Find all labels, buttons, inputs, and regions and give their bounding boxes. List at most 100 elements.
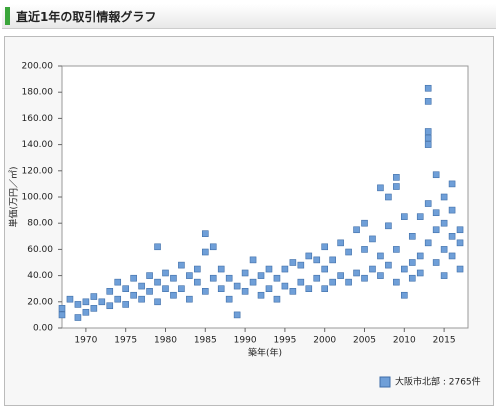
point xyxy=(217,285,225,293)
point xyxy=(114,295,122,303)
y-axis-label: 単価(万円／㎡) xyxy=(8,166,20,227)
x-tick-label: 1980 xyxy=(154,336,177,346)
y-tick-label: 0.00 xyxy=(33,324,53,334)
header: 直近1年の取引情報グラフ xyxy=(2,4,496,29)
point xyxy=(408,259,416,266)
header-title: 直近1年の取引情報グラフ xyxy=(16,10,157,24)
point xyxy=(289,259,297,266)
x-tick-label: 2010 xyxy=(393,336,416,346)
point xyxy=(408,233,416,240)
point xyxy=(170,274,177,282)
point xyxy=(337,239,344,247)
point xyxy=(432,259,440,266)
point xyxy=(305,285,313,293)
point xyxy=(369,265,376,273)
point xyxy=(74,301,82,308)
x-tick-label: 2005 xyxy=(353,336,376,346)
point xyxy=(122,285,129,293)
point xyxy=(194,278,201,286)
point xyxy=(138,282,145,290)
point xyxy=(321,243,329,251)
point xyxy=(393,174,400,181)
point xyxy=(329,256,336,264)
point xyxy=(440,193,448,201)
point xyxy=(233,282,241,290)
point xyxy=(416,269,424,277)
point xyxy=(297,278,305,286)
point xyxy=(209,243,217,251)
point xyxy=(448,252,456,260)
x-tick-label: 2000 xyxy=(313,336,336,346)
point xyxy=(201,230,209,237)
point xyxy=(130,274,137,282)
x-tick-label: 1975 xyxy=(114,336,137,346)
point xyxy=(440,246,448,253)
x-tick-label: 1995 xyxy=(273,336,296,346)
point xyxy=(114,278,122,286)
x-tick-label: 2015 xyxy=(433,336,456,346)
point xyxy=(241,288,249,295)
point xyxy=(424,84,432,92)
point xyxy=(265,265,273,273)
point xyxy=(401,291,408,299)
point xyxy=(257,291,265,299)
point xyxy=(217,265,225,273)
y-tick-label: 120.00 xyxy=(22,166,54,176)
x-axis-label: 築年(年) xyxy=(248,347,282,359)
point xyxy=(393,278,400,286)
point xyxy=(249,256,257,264)
point xyxy=(281,265,289,273)
point xyxy=(385,193,392,201)
point xyxy=(353,226,360,234)
point xyxy=(385,222,392,230)
point xyxy=(98,298,106,306)
point xyxy=(82,308,90,316)
point xyxy=(138,295,145,303)
point xyxy=(424,134,432,142)
point xyxy=(194,265,201,273)
point xyxy=(432,171,440,179)
point xyxy=(377,184,384,192)
point xyxy=(257,272,265,279)
point xyxy=(162,285,169,293)
point xyxy=(162,269,169,277)
point xyxy=(313,274,321,282)
legend-swatch xyxy=(379,376,391,388)
point xyxy=(345,278,352,286)
point xyxy=(297,261,305,269)
y-tick-label: 200.00 xyxy=(22,62,54,72)
y-tick-label: 40.00 xyxy=(27,271,53,281)
x-tick-label: 1990 xyxy=(234,336,257,346)
point xyxy=(154,243,161,251)
point xyxy=(345,248,352,256)
point xyxy=(225,274,233,282)
point xyxy=(353,269,360,277)
point xyxy=(82,298,90,306)
point xyxy=(154,278,161,286)
point xyxy=(186,272,193,279)
point xyxy=(273,295,281,303)
point xyxy=(424,239,432,247)
point xyxy=(90,305,98,312)
point xyxy=(146,272,153,279)
point xyxy=(377,272,384,279)
y-tick-label: 60.00 xyxy=(27,245,53,255)
point xyxy=(440,219,448,227)
header-marker xyxy=(5,7,10,25)
y-tick-label: 100.00 xyxy=(22,193,54,203)
point xyxy=(456,226,464,234)
y-tick-label: 180.00 xyxy=(22,88,54,98)
point xyxy=(432,209,440,217)
point xyxy=(74,314,82,321)
point xyxy=(416,213,424,220)
y-tick-label: 140.00 xyxy=(22,140,54,150)
point xyxy=(401,213,408,220)
point xyxy=(241,269,249,277)
point xyxy=(233,311,241,319)
point xyxy=(424,98,432,105)
point xyxy=(424,141,432,148)
point xyxy=(440,272,448,279)
point xyxy=(361,219,368,227)
point xyxy=(361,274,368,282)
